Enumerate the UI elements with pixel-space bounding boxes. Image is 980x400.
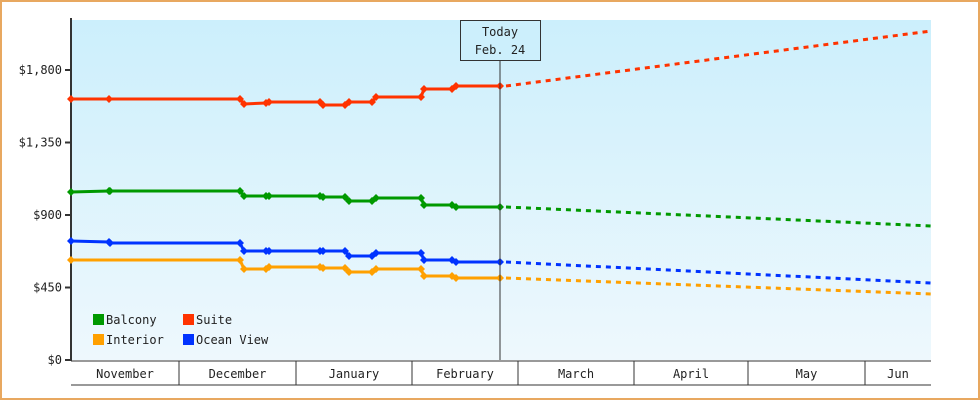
legend-swatch-balcony xyxy=(93,314,104,325)
projection-line xyxy=(505,260,932,285)
x-tick-label: December xyxy=(209,367,267,381)
data-point-marker xyxy=(420,201,428,209)
x-tick-label: Jun xyxy=(887,367,909,381)
data-point-marker xyxy=(345,98,353,106)
legend-label: Balcony xyxy=(106,313,157,327)
legend-label: Ocean View xyxy=(196,333,269,347)
data-point-marker xyxy=(368,98,376,106)
x-tick-label: January xyxy=(329,367,380,381)
svg-text:Today: Today xyxy=(482,25,518,39)
x-tick-label: April xyxy=(673,367,709,381)
series-line-ocean-view xyxy=(70,239,500,264)
series-lines xyxy=(67,29,932,296)
legend-swatch-interior xyxy=(93,334,104,345)
data-point-marker xyxy=(319,101,327,109)
legend-label: Interior xyxy=(106,333,164,347)
data-point-marker xyxy=(452,258,460,266)
data-point-marker xyxy=(319,193,327,201)
data-point-marker xyxy=(372,249,380,257)
legend-swatch-suite xyxy=(183,314,194,325)
data-point-marker xyxy=(67,256,75,264)
data-point-marker xyxy=(417,249,425,257)
data-point-marker xyxy=(236,239,244,247)
data-point-marker xyxy=(372,194,380,202)
data-point-marker xyxy=(417,194,425,202)
x-tick-label: November xyxy=(96,367,154,381)
data-point-marker xyxy=(452,82,460,90)
today-marker: Today Feb. 24 xyxy=(460,20,541,360)
projection-line xyxy=(505,205,932,228)
x-tick-label: February xyxy=(436,367,494,381)
data-point-marker xyxy=(265,263,273,271)
data-point-marker xyxy=(265,192,273,200)
data-point-marker xyxy=(420,272,428,280)
y-tick-label: $450 xyxy=(33,281,62,295)
data-point-marker xyxy=(105,95,113,103)
data-point-marker xyxy=(345,252,353,260)
data-point-marker xyxy=(345,197,353,205)
data-point-marker xyxy=(240,192,248,200)
y-tick-label: $1,800 xyxy=(19,63,62,77)
data-point-marker xyxy=(240,100,248,108)
data-point-marker xyxy=(67,188,75,196)
projection-line xyxy=(505,29,932,88)
data-point-marker xyxy=(372,93,380,101)
y-axis: $0 $450 $900 $1,350 $1,800 xyxy=(19,18,72,367)
data-point-marker xyxy=(67,95,75,103)
data-point-marker xyxy=(417,265,425,273)
data-point-marker xyxy=(240,247,248,255)
data-point-marker xyxy=(417,93,425,101)
data-point-marker xyxy=(452,203,460,211)
y-tick-label: $900 xyxy=(33,208,62,222)
legend-swatch-ocean-view xyxy=(183,334,194,345)
data-point-marker xyxy=(236,256,244,264)
data-point-marker xyxy=(265,98,273,106)
data-point-marker xyxy=(106,239,114,247)
y-tick-label: $0 xyxy=(48,353,62,367)
legend: Balcony Suite Interior Ocean View xyxy=(93,313,269,347)
data-point-marker xyxy=(420,85,428,93)
data-point-marker xyxy=(67,237,75,245)
data-point-marker xyxy=(452,274,460,282)
data-point-marker xyxy=(240,265,248,273)
today-label-box xyxy=(460,20,541,61)
projection-line xyxy=(505,276,932,296)
y-tick-label: $1,350 xyxy=(19,136,62,150)
x-axis: November December January February March Apri… xyxy=(71,360,931,386)
data-point-marker xyxy=(265,247,273,255)
data-point-marker xyxy=(345,268,353,276)
data-point-marker xyxy=(341,247,349,255)
x-tick-label: May xyxy=(796,367,818,381)
series-line-balcony xyxy=(70,189,500,209)
data-point-marker xyxy=(420,256,428,264)
x-tick-label: March xyxy=(558,367,594,381)
svg-text:Feb. 24: Feb. 24 xyxy=(475,43,526,57)
data-point-marker xyxy=(236,187,244,195)
data-point-marker xyxy=(106,187,114,195)
data-point-marker xyxy=(372,265,380,273)
legend-label: Suite xyxy=(196,313,232,327)
data-point-marker xyxy=(236,95,244,103)
data-point-marker xyxy=(319,247,327,255)
data-point-marker xyxy=(319,264,327,272)
